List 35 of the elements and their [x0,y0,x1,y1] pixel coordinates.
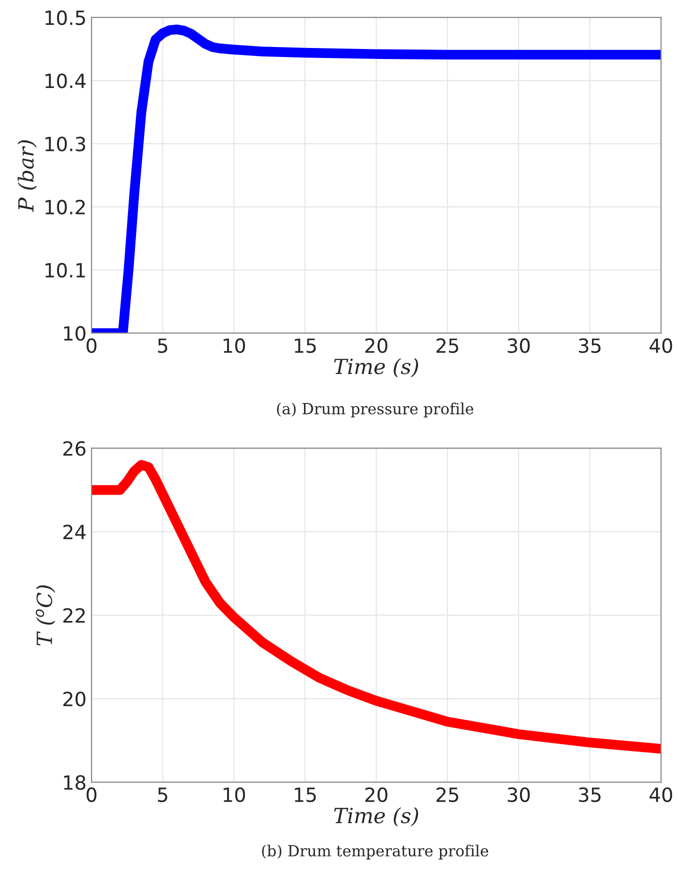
x-tick-label: 15 [294,788,316,802]
x-tick-label: 10 [224,338,245,354]
y-axis-title: T ($^{o}$C) [36,585,56,646]
x-tick-label: 40 [650,338,672,354]
x-tick-label: 35 [578,787,601,802]
text: (a) Drum pressure profile [277,402,474,418]
x-tick-label: 5 [158,338,168,354]
y-tick-label: 22 [63,608,85,623]
x-tick-label: 5 [158,788,168,802]
x-tick-label: 30 [508,787,530,802]
y-tick-label: 24 [63,524,86,540]
x-tick-label: 25 [436,338,458,354]
x-axis-title: Time (s) [334,358,418,378]
y-tick-label: 10.1 [46,262,85,278]
y-tick-label: 10 [64,326,86,341]
y-tick-label: 10.3 [46,136,86,152]
x-tick-label: 10 [224,787,245,802]
y-tick-label: 10.4 [46,74,86,88]
x-tick-label: 30 [508,338,530,354]
x-tick-label: 0 [86,338,96,354]
y-axis-title: P (bar) [18,140,37,212]
x-tick-label: 20 [365,787,388,802]
x-tick-label: 15 [294,338,316,354]
text: (b) Drum temperature profile [262,844,488,860]
y-tick-label: 10.5 [46,10,85,26]
x-tick-label: 20 [365,338,388,354]
y-tick-label: 18 [64,775,86,790]
x-tick-label: 25 [436,787,458,802]
y-tick-label: 26 [63,441,86,456]
x-axis-title: Time (s) [334,807,418,826]
x-tick-label: 35 [578,338,601,354]
y-tick-label: 20 [63,692,86,706]
y-tick-label: 10.2 [46,200,85,214]
x-tick-label: 0 [86,787,96,802]
x-tick-label: 40 [650,787,672,802]
